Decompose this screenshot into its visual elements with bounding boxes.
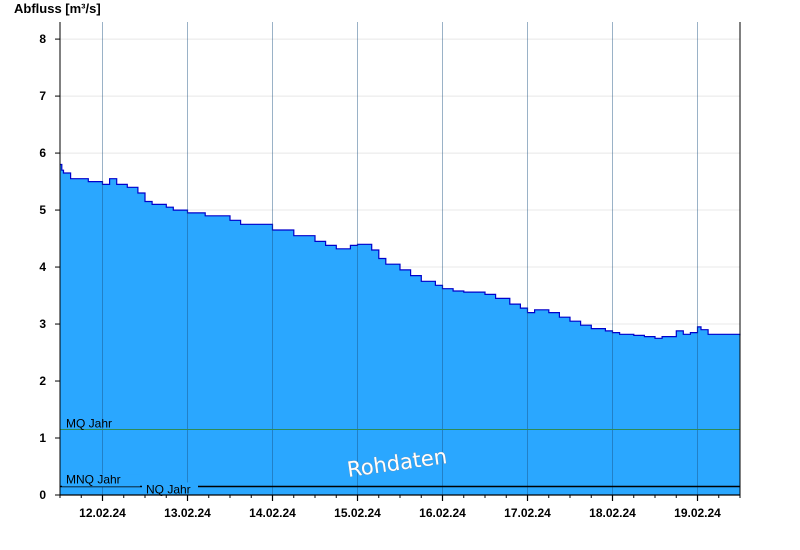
y-ticks: 0 1 2 3 4 5 6 7 8 (39, 32, 60, 502)
y-axis-label: Abfluss [m³/s] (14, 1, 101, 16)
x-tick-label: 15.02.24 (334, 506, 381, 520)
y-tick-label: 6 (39, 146, 46, 160)
y-tick-label: 2 (39, 374, 46, 388)
y-tick-label: 8 (39, 32, 46, 46)
discharge-area (60, 164, 740, 495)
x-tick-label: 14.02.24 (249, 506, 296, 520)
x-tick-label: 18.02.24 (589, 506, 636, 520)
reference-lines: MQ Jahr MNQ Jahr NQ Jahr (60, 416, 740, 496)
day-separators (102, 22, 698, 495)
x-tick-label: 17.02.24 (504, 506, 551, 520)
x-tick-label: 16.02.24 (419, 506, 466, 520)
mq-label: MQ Jahr (66, 416, 112, 430)
y-tick-label: 4 (39, 260, 46, 274)
nq-label-bg (142, 482, 198, 496)
y-tick-label: 1 (39, 431, 46, 445)
y-tick-label: 5 (39, 203, 46, 217)
y-tick-label: 0 (39, 488, 46, 502)
x-ticks: 12.02.24 13.02.24 14.02.24 15.02.24 16.02.24… (59, 495, 741, 520)
series-area (60, 163, 741, 495)
x-tick-label: 13.02.24 (164, 506, 211, 520)
y-tick-label: 7 (39, 89, 46, 103)
y-tick-label: 3 (39, 317, 46, 331)
nq-label: NQ Jahr (146, 482, 191, 496)
mnq-label: MNQ Jahr (66, 472, 121, 486)
mnq-label-bg (62, 474, 140, 487)
x-tick-label: 12.02.24 (79, 506, 126, 520)
x-tick-label: 19.02.24 (674, 506, 721, 520)
discharge-line (60, 163, 741, 339)
